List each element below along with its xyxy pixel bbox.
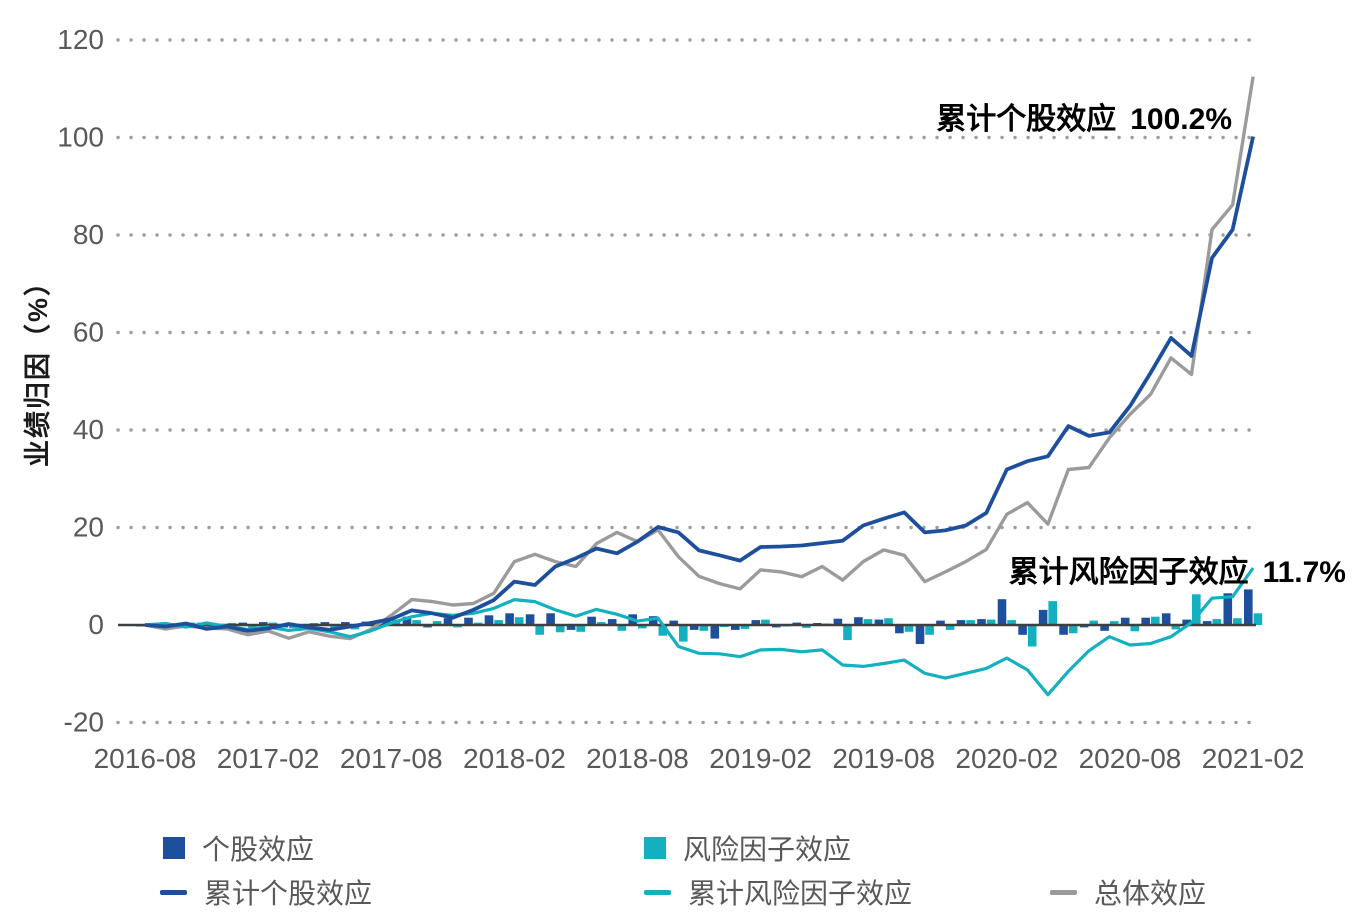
annotation-label: 累计风险因子效应: [1008, 556, 1249, 589]
legend-item-total-effect: 总体效应: [1050, 872, 1206, 912]
legend-item-risk-factor-effect: 风险因子效应: [644, 828, 851, 868]
annotation-cumulative-stock-effect: 累计个股效应 100.2%: [936, 94, 1232, 138]
svg-text:20: 20: [73, 512, 104, 543]
annotation-label: 累计个股效应: [936, 103, 1117, 136]
svg-text:2016-08: 2016-08: [94, 743, 197, 774]
annotation-value: 100.2%: [1130, 103, 1232, 136]
cumulative-stock-effect-line: [144, 136, 1255, 633]
svg-text:120: 120: [57, 24, 104, 55]
svg-text:0: 0: [88, 609, 104, 640]
svg-text:2018-08: 2018-08: [586, 743, 689, 774]
legend-item-stock-effect: 个股效应: [163, 828, 314, 868]
legend-item-cumulative-risk-factor-effect: 累计风险因子效应: [644, 872, 912, 912]
svg-text:60: 60: [73, 317, 104, 348]
svg-text:2020-02: 2020-02: [955, 743, 1058, 774]
svg-text:40: 40: [73, 414, 104, 445]
legend-label: 累计风险因子效应: [688, 878, 913, 909]
y-axis-tick-labels: 120 100 80 60 40 20 0 -20: [57, 24, 104, 738]
svg-text:2017-02: 2017-02: [217, 743, 320, 774]
legend-label: 个股效应: [202, 834, 315, 865]
svg-text:2019-02: 2019-02: [709, 743, 812, 774]
svg-text:2018-02: 2018-02: [463, 743, 566, 774]
stock-effect-swatch-icon: [163, 837, 185, 859]
svg-text:2021-02: 2021-02: [1202, 743, 1305, 774]
svg-text:100: 100: [57, 122, 104, 153]
risk-factor-effect-swatch-icon: [644, 837, 666, 859]
cumulative-stock-effect-line-icon: [160, 889, 187, 895]
svg-text:2019-08: 2019-08: [832, 743, 935, 774]
legend-label: 风险因子效应: [683, 834, 852, 865]
legend-item-cumulative-stock-effect: 累计个股效应: [160, 872, 372, 912]
annotation-cumulative-risk-factor-effect: 累计风险因子效应 11.7%: [1009, 547, 1346, 591]
svg-text:80: 80: [73, 219, 104, 250]
legend-label: 总体效应: [1094, 878, 1207, 909]
x-axis-tick-labels: 2016-08 2017-02 2017-08 2018-02 2018-08 2019-…: [94, 743, 1305, 774]
stock-effect-bars: [135, 589, 1253, 644]
risk-factor-effect-bars: [145, 594, 1263, 647]
cumulative-risk-factor-effect-line-icon: [644, 889, 671, 895]
svg-text:-20: -20: [64, 707, 104, 738]
legend-label: 累计个股效应: [204, 878, 373, 909]
annotation-value: 11.7%: [1262, 556, 1346, 589]
svg-text:2017-08: 2017-08: [340, 743, 443, 774]
total-effect-line-icon: [1050, 889, 1077, 895]
total-effect-line: [144, 76, 1255, 641]
svg-text:2020-08: 2020-08: [1079, 743, 1182, 774]
